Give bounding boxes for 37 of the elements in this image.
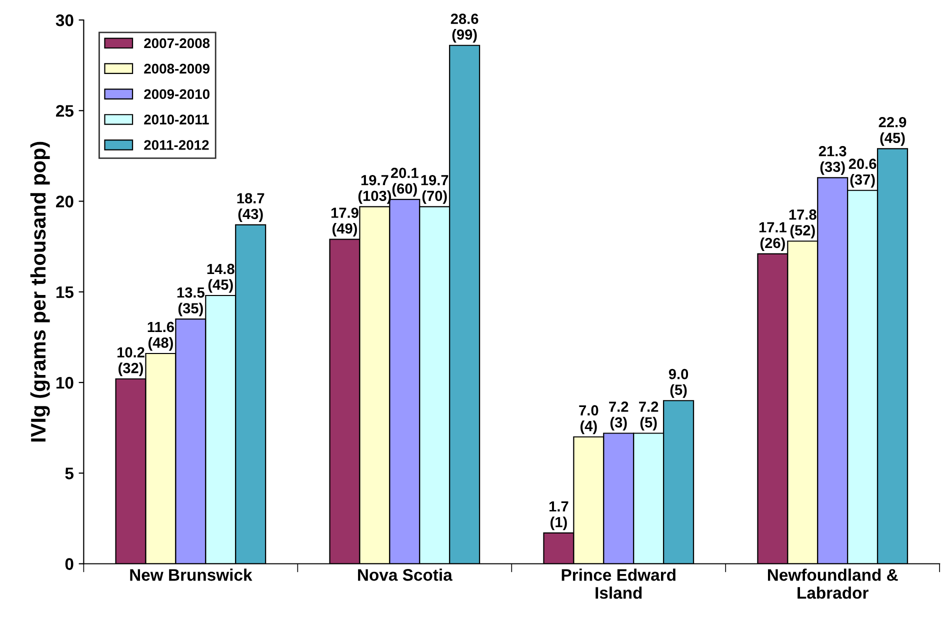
data-label: 13.5 (35) [177,287,204,316]
data-label: 1.7 (1) [549,501,568,530]
data-label: 21.3 (33) [818,146,846,175]
x-tick-label: New Brunswick [130,568,252,581]
data-label: 28.6 (99) [450,14,478,43]
data-label: 7.2 (5) [639,402,658,430]
data-label: 19.7 (103) [358,174,391,204]
data-label: 20.1 (60) [390,168,418,197]
data-label: 22.9 (45) [878,116,906,146]
data-label: 17.1 (26) [759,222,786,252]
x-tick-label: Newfoundland & Labrador [768,568,898,599]
legend-label: 2007-2008 [144,38,210,48]
y-tick-label: 30 [56,14,74,26]
y-tick-label: 10 [56,376,74,389]
legend-label: 2011-2012 [144,140,209,150]
data-label: 10.2 (32) [117,347,144,376]
data-label: 9.0 (5) [668,368,688,398]
data-label: 7.2 (3) [609,402,628,430]
data-label: 17.9 (49) [331,208,358,237]
y-tick-label: 5 [65,468,74,480]
data-label: 11.6 (48) [148,322,174,351]
data-label: 14.8 (45) [207,264,234,293]
y-tick-label: 15 [56,286,74,298]
x-tick-label: Nova Scotia [358,568,452,581]
legend-label: 2009-2010 [144,89,210,100]
x-tick-label: Prince Edward Island [562,568,676,599]
legend-label: 2008-2009 [144,64,210,74]
data-label: 19.7 (70) [421,174,448,204]
y-tick-label: 20 [56,196,74,208]
y-axis-title: IVIg (grams per thousand pop) [30,142,50,442]
y-tick-label: 0 [65,558,74,570]
data-label: 18.7 (43) [237,193,264,222]
y-tick-label: 25 [56,105,74,117]
data-label: 7.0 (4) [579,405,598,434]
data-label: 20.6 (37) [848,158,876,188]
legend-label: 2010-2011 [144,114,209,124]
data-label: 17.8 (52) [789,209,816,238]
